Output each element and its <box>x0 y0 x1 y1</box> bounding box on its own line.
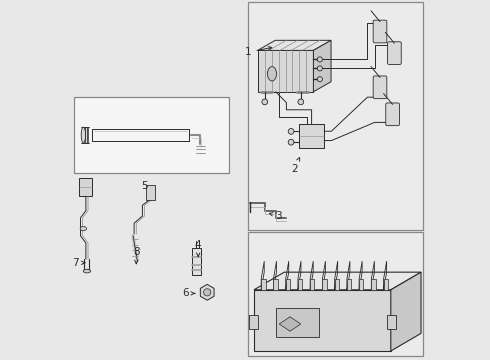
Text: 5: 5 <box>141 181 147 191</box>
FancyBboxPatch shape <box>373 20 387 43</box>
Bar <box>359 279 364 290</box>
Bar <box>146 185 155 200</box>
Text: 2: 2 <box>291 158 300 174</box>
Bar <box>87 127 88 143</box>
Polygon shape <box>254 290 391 351</box>
Bar <box>322 279 327 290</box>
Text: 8: 8 <box>133 247 140 264</box>
Bar <box>83 127 85 143</box>
Bar <box>79 178 92 196</box>
Bar <box>298 279 302 290</box>
Bar <box>347 279 351 290</box>
Polygon shape <box>258 40 331 50</box>
Bar <box>248 315 258 329</box>
Ellipse shape <box>80 226 87 231</box>
Bar <box>273 279 278 290</box>
Polygon shape <box>391 272 421 351</box>
Circle shape <box>204 289 211 296</box>
FancyBboxPatch shape <box>373 76 387 99</box>
Bar <box>371 279 376 290</box>
Circle shape <box>318 66 322 71</box>
Bar <box>384 279 388 290</box>
Polygon shape <box>258 50 314 92</box>
Circle shape <box>298 99 304 105</box>
Bar <box>299 124 324 148</box>
Bar <box>74 97 229 173</box>
Polygon shape <box>279 317 301 331</box>
Text: 1: 1 <box>245 46 272 57</box>
Circle shape <box>318 77 322 82</box>
Circle shape <box>318 57 322 62</box>
Text: 6: 6 <box>183 288 195 298</box>
Bar <box>387 315 396 329</box>
Bar <box>192 248 201 275</box>
Text: 3: 3 <box>270 211 282 221</box>
Bar <box>286 279 290 290</box>
Bar <box>335 279 339 290</box>
Bar <box>310 279 315 290</box>
Bar <box>275 308 319 337</box>
Ellipse shape <box>81 127 86 143</box>
Circle shape <box>262 99 268 105</box>
Bar <box>261 279 266 290</box>
Circle shape <box>288 129 294 134</box>
Bar <box>248 2 423 230</box>
FancyBboxPatch shape <box>388 42 401 64</box>
Polygon shape <box>254 272 421 290</box>
Bar <box>248 232 423 356</box>
Circle shape <box>288 139 294 145</box>
Text: 4: 4 <box>195 240 201 256</box>
Polygon shape <box>314 40 331 92</box>
Ellipse shape <box>83 269 91 273</box>
FancyBboxPatch shape <box>386 103 399 126</box>
Ellipse shape <box>268 67 276 81</box>
Text: 7: 7 <box>72 258 85 268</box>
Bar <box>85 127 87 143</box>
